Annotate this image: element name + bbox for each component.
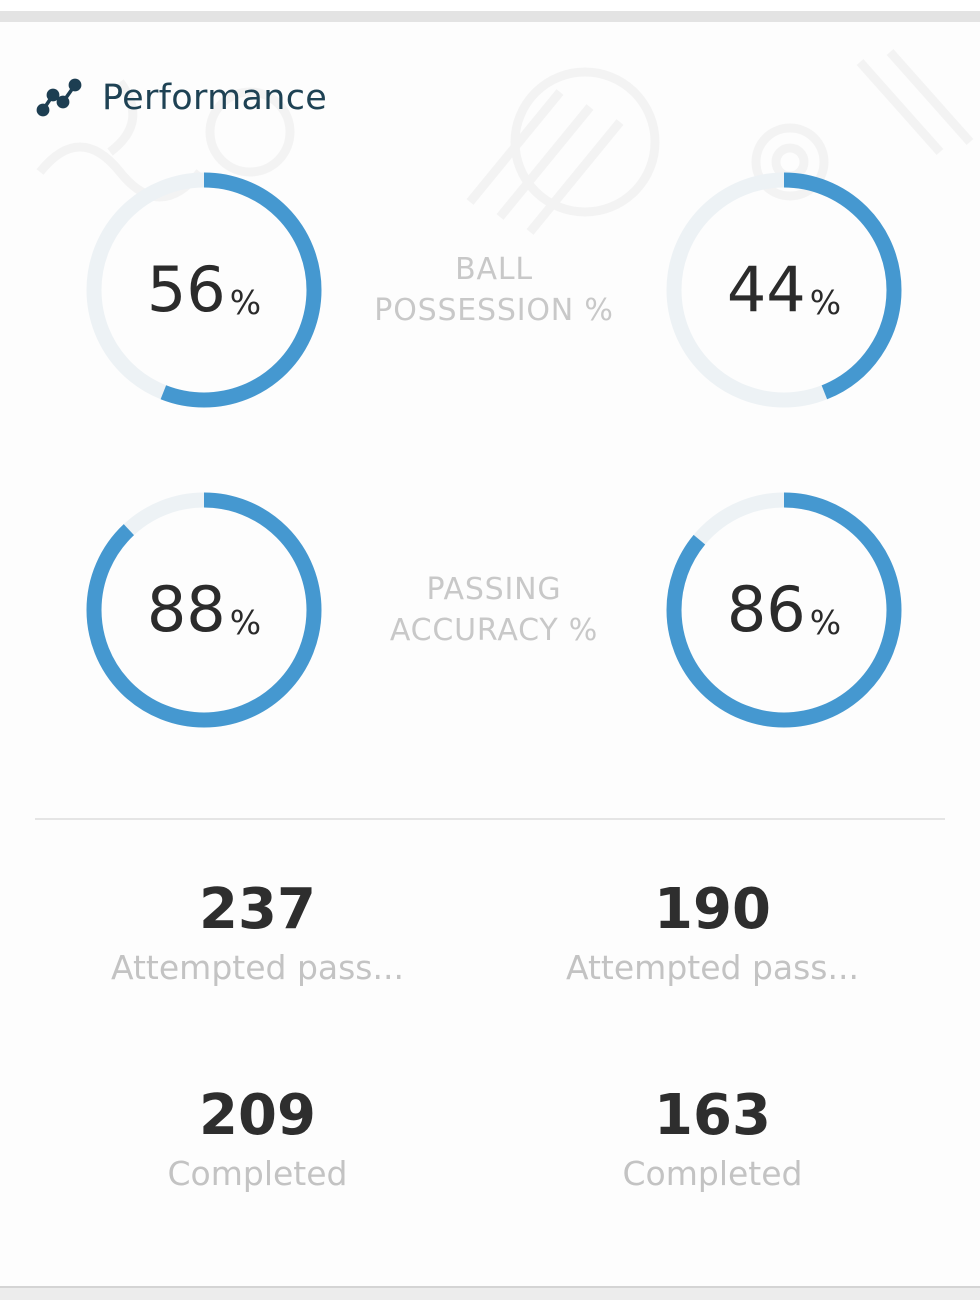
home-attempted-stat: 237 Attempted pass...: [30, 882, 485, 988]
donut-unit: %: [229, 283, 262, 322]
donut-number: 44: [726, 253, 806, 326]
donut-chart-svg: [666, 172, 902, 408]
home-completed-stat: 209 Completed: [30, 1082, 485, 1194]
section-title: Performance: [102, 78, 328, 118]
donut-value: 86 %: [664, 490, 904, 730]
donut-arc: [666, 492, 902, 728]
metric-label-line2: ACCURACY %: [389, 613, 599, 648]
stat-value: 163: [654, 1082, 771, 1148]
donut-unit: %: [229, 603, 262, 642]
away-accuracy-donut: 86 %: [664, 490, 904, 730]
completed-passes-row: 209 Completed 163 Completed: [0, 1082, 980, 1194]
donut-value: 56 %: [84, 170, 324, 410]
bottom-divider-stripe: [0, 1286, 980, 1300]
away-possession-donut: 44 %: [664, 170, 904, 410]
away-completed-stat: 163 Completed: [485, 1082, 940, 1194]
stat-value: 237: [199, 877, 316, 942]
stat-label: Attempted pass...: [566, 948, 859, 987]
stat-label: Attempted pass...: [111, 948, 404, 987]
stat-value: 190: [654, 877, 771, 942]
donut-chart-svg: [86, 172, 322, 408]
trend-line-icon: [36, 78, 82, 117]
stat-value: 209: [199, 1082, 316, 1148]
home-accuracy-donut: 88 %: [84, 490, 324, 730]
donut-arc: [666, 172, 902, 408]
attempted-passes-row: 237 Attempted pass... 190 Attempted pass…: [0, 882, 980, 988]
ball-possession-row: 56 % BALL POSSESSION % 44 %: [0, 170, 980, 410]
donut-number: 86: [726, 573, 806, 646]
possession-metric-label: BALL POSSESSION %: [324, 249, 664, 331]
donut-arc: [86, 492, 322, 728]
metric-label-line1: BALL: [455, 252, 533, 287]
accuracy-metric-label: PASSING ACCURACY %: [324, 569, 664, 651]
top-divider-stripe: [0, 11, 980, 22]
stat-label: Completed: [622, 1153, 803, 1193]
donut-value: 88 %: [84, 490, 324, 730]
metric-label-line1: PASSING: [426, 572, 562, 607]
section-header: Performance: [36, 78, 980, 118]
donut-arc: [86, 172, 322, 408]
donut-chart-svg: [666, 492, 902, 728]
metric-label-line2: POSSESSION %: [374, 293, 614, 328]
stat-label: Completed: [167, 1153, 348, 1193]
away-attempted-stat: 190 Attempted pass...: [485, 882, 940, 988]
donut-unit: %: [809, 603, 842, 642]
donut-value: 44 %: [664, 170, 904, 410]
passing-accuracy-row: 88 % PASSING ACCURACY % 86 %: [0, 490, 980, 730]
home-possession-donut: 56 %: [84, 170, 324, 410]
donut-number: 56: [146, 253, 226, 326]
donut-chart-svg: [86, 492, 322, 728]
donut-number: 88: [146, 573, 226, 646]
top-margin-bar: [0, 0, 980, 11]
donut-unit: %: [809, 283, 842, 322]
section-divider: [35, 818, 945, 820]
